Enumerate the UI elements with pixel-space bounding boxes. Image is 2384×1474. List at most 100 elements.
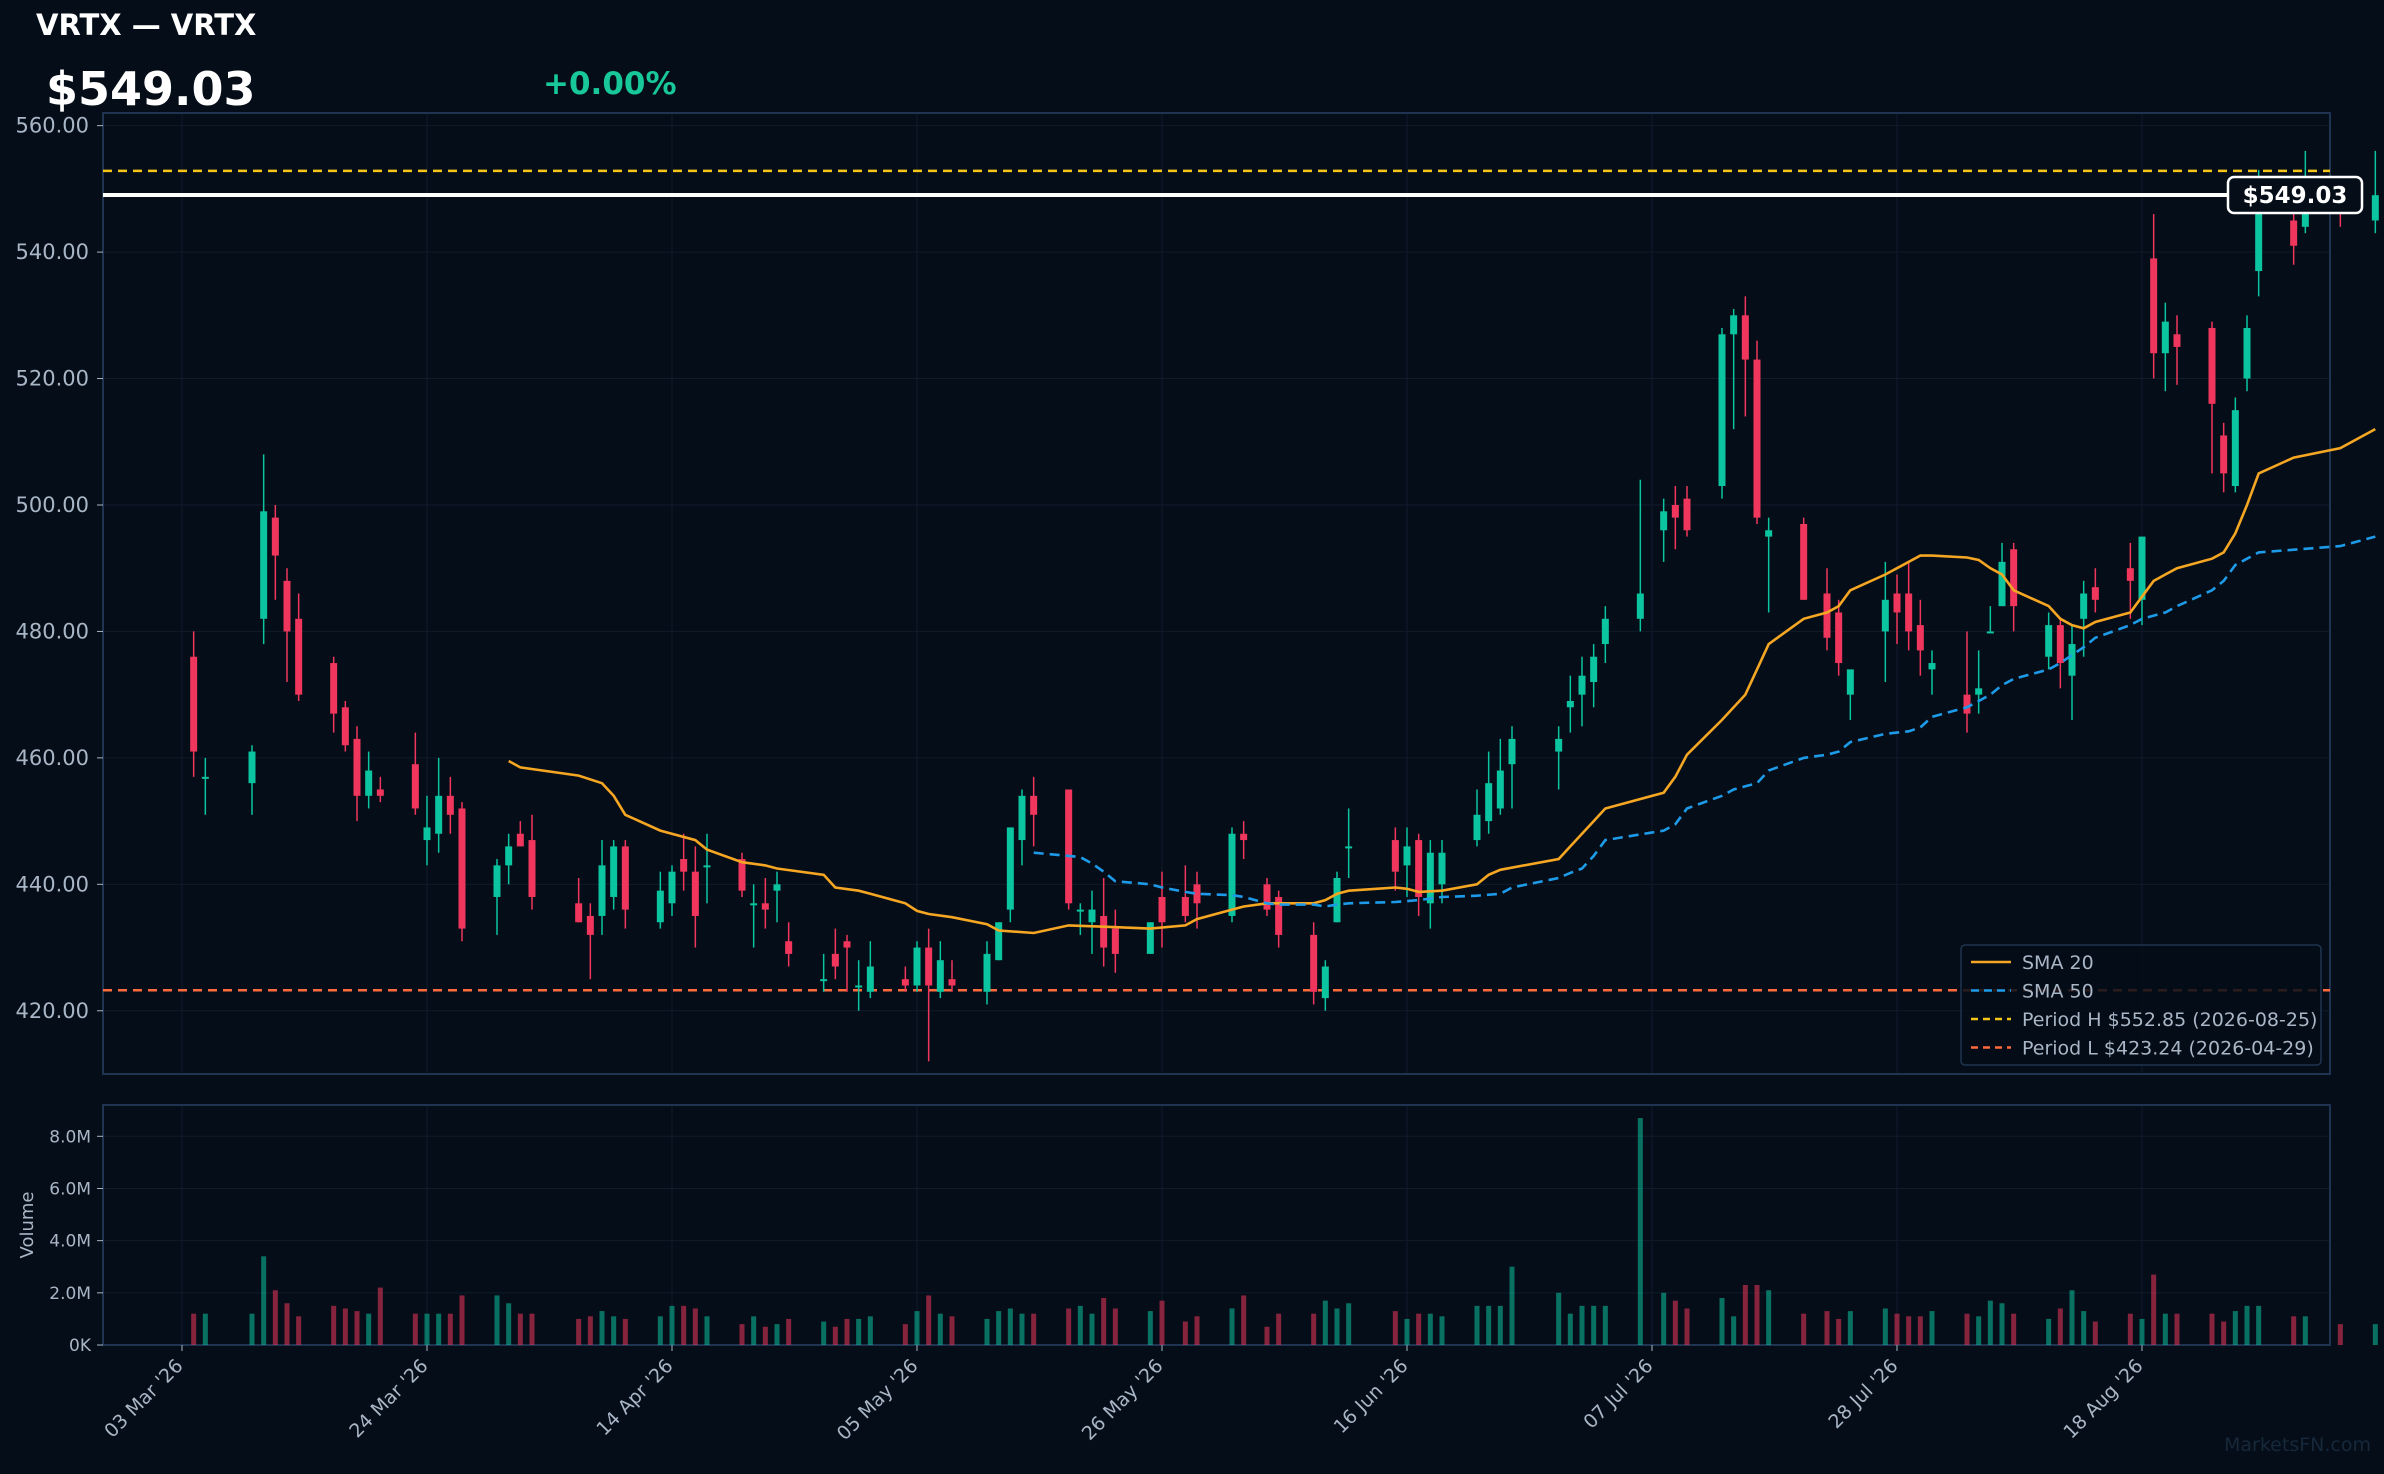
candle-body <box>1275 896 1283 935</box>
y-tick-label: 420.00 <box>16 999 89 1023</box>
candle-body <box>1601 618 1609 645</box>
candle-body <box>1228 833 1236 916</box>
candle-body <box>995 922 1003 961</box>
price-axis-labels: 420.00 440.00 460.00 480.00 500.00 520.00 540.… <box>16 114 103 1023</box>
volume-bar <box>2127 1313 2133 1345</box>
candle-body <box>2091 587 2099 600</box>
volume-bar <box>1194 1316 1200 1345</box>
volume-bar <box>284 1303 290 1345</box>
candle-body <box>855 985 863 988</box>
candle-body <box>1485 783 1493 822</box>
volume-bar <box>1427 1313 1433 1345</box>
x-tick-label: 24 Mar '26 <box>345 1355 432 1442</box>
volume-bar <box>447 1313 453 1345</box>
x-tick-label: 16 Jun '26 <box>1330 1355 1413 1438</box>
current-price: $549.03 <box>46 62 256 116</box>
volume-bar <box>1404 1318 1410 1345</box>
volume-bar <box>844 1318 850 1345</box>
volume-bar <box>2174 1313 2180 1345</box>
last-price-label: $549.03 <box>2243 183 2348 209</box>
volume-bar <box>1999 1303 2005 1345</box>
volume-bar <box>436 1313 442 1345</box>
candle-body <box>1846 669 1854 695</box>
candle-body <box>1438 852 1446 885</box>
volume-bar <box>1847 1311 1853 1345</box>
volume-bar <box>587 1316 593 1345</box>
volume-bar <box>1906 1316 1912 1345</box>
volume-bar <box>1661 1292 1667 1345</box>
volume-bar <box>1486 1305 1492 1345</box>
candle-body <box>1146 922 1154 954</box>
candle-body <box>2010 549 2018 607</box>
candle-body <box>983 953 991 992</box>
volume-bar <box>1229 1308 1235 1345</box>
volume-bar <box>1276 1313 1282 1345</box>
candle-body <box>831 953 839 967</box>
candle-body <box>1006 827 1014 910</box>
candle-body <box>1730 315 1738 335</box>
candle-body <box>1566 700 1574 708</box>
volume-bar <box>377 1287 383 1345</box>
volume-bar <box>272 1290 278 1345</box>
candle-body <box>1496 770 1504 809</box>
candle-body <box>1998 561 2006 607</box>
y-tick-label: 460.00 <box>16 746 89 770</box>
volume-bar <box>984 1318 990 1345</box>
volume-bar <box>1159 1300 1165 1345</box>
candle-body <box>411 764 419 809</box>
volume-bar <box>914 1311 920 1345</box>
volume-bar <box>832 1326 838 1345</box>
volume-bar <box>739 1324 745 1345</box>
volume-panel-frame <box>102 1104 2331 1346</box>
price-grid <box>103 113 2330 1074</box>
date-axis-labels: 03 Mar '26 24 Mar '26 14 Apr '26 05 May '26… <box>100 1345 2148 1445</box>
candle-body <box>1683 498 1691 531</box>
volume-bar <box>1112 1308 1118 1345</box>
candle-body <box>750 903 758 906</box>
candle-body <box>516 833 524 847</box>
candle-body <box>2220 435 2228 474</box>
volume-bar <box>342 1308 348 1345</box>
candle-body <box>505 846 513 866</box>
volume-bar <box>424 1313 430 1345</box>
volume-bar <box>1567 1313 1573 1345</box>
volume-bar <box>2046 1318 2052 1345</box>
candle-body <box>820 979 828 982</box>
candle-body <box>528 840 536 897</box>
candle-body <box>936 960 944 992</box>
moving-averages <box>508 427 2376 935</box>
candle-body <box>295 618 303 695</box>
volume-bar <box>937 1313 943 1345</box>
volume-bar <box>599 1311 605 1345</box>
candle-body <box>703 865 711 868</box>
candle-body <box>2126 568 2134 581</box>
volume-bar <box>2069 1290 2075 1345</box>
volume-bar <box>2221 1321 2227 1345</box>
candle-body <box>1835 612 1843 664</box>
chart-legend: SMA 20 SMA 50 Period H $552.85 (2026-08-25… <box>1960 944 2322 1066</box>
volume-bar <box>366 1313 372 1345</box>
x-tick-label: 18 Aug '26 <box>2059 1355 2147 1443</box>
candle-body <box>248 751 256 784</box>
volume-bar <box>1637 1118 1643 1345</box>
legend-label: Period L $423.24 (2026-04-29) <box>2022 1038 2314 1060</box>
volume-bar <box>1241 1295 1247 1345</box>
candle-body <box>598 865 606 916</box>
candle-body <box>1741 315 1749 360</box>
y-tick-label: 440.00 <box>16 872 89 896</box>
volume-bar <box>1987 1300 1993 1345</box>
candle-body <box>610 846 618 897</box>
volume-tick-label: 0K <box>69 1336 92 1356</box>
volume-axis-title: Volume <box>17 1192 38 1259</box>
candle-body <box>761 903 769 910</box>
legend-label: SMA 50 <box>2022 981 2094 1003</box>
legend-label: SMA 20 <box>2022 952 2094 974</box>
candle-body <box>1391 840 1399 872</box>
volume-bar <box>249 1313 255 1345</box>
candle-body <box>866 966 874 992</box>
candle-body <box>925 947 933 986</box>
candle-body <box>621 846 629 910</box>
volume-bar <box>2151 1274 2157 1345</box>
candle-body <box>446 795 454 815</box>
